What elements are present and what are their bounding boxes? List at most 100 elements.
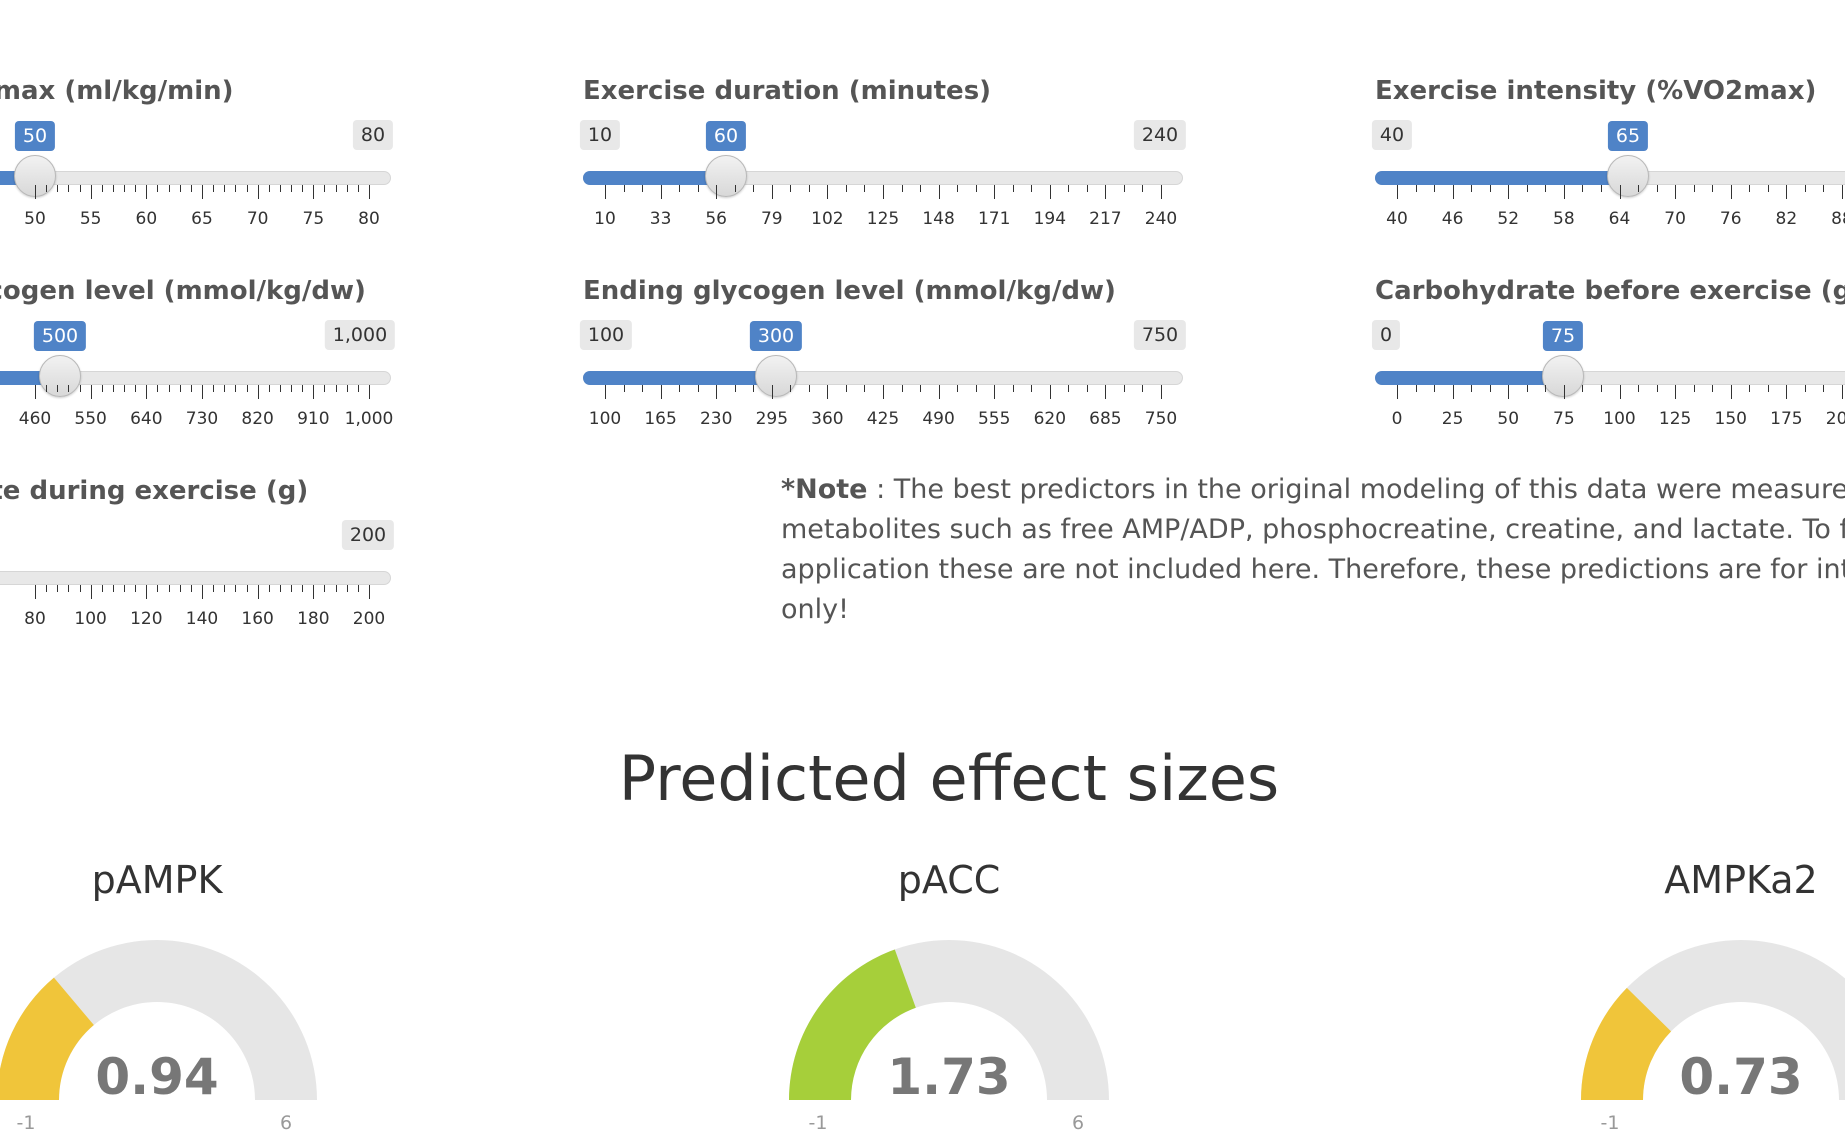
slider-vo2max-ticks-minor-tick [190, 185, 192, 192]
slider-carb-during-ticks-minor-tick [235, 585, 237, 592]
slider-carb-during-max: 200 [341, 520, 395, 550]
slider-intensity-ticks-tick-label: 76 [1719, 209, 1742, 229]
slider-intensity-ticks-minor-tick [1749, 185, 1751, 192]
slider-carb-before-ticks-tick-label: 25 [1441, 409, 1464, 429]
note-line-4: only! [781, 594, 849, 625]
slider-start-glycogen-label: Starting glycogen level (mmol/kg/dw) [0, 276, 366, 306]
gauge-ampka2-value: 0.73 [1679, 1048, 1803, 1106]
slider-carb-before-ticks-tick-label: 175 [1770, 409, 1803, 429]
gauge-pampk-min: -1 [16, 1112, 36, 1134]
slider-start-glycogen-ticks-minor-tick [235, 385, 237, 392]
slider-start-glycogen-track[interactable] [0, 371, 391, 385]
slider-vo2max-ticks-minor-tick [68, 185, 70, 192]
slider-end-glycogen-ticks-minor-tick [790, 385, 792, 392]
slider-carb-before-label: Carbohydrate before exercise (g) [1375, 276, 1845, 306]
slider-carb-during-ticks-minor-tick [279, 585, 281, 592]
slider-intensity-ticks-tick-label: 58 [1553, 209, 1575, 229]
slider-start-glycogen-ticks-minor-tick [302, 385, 304, 392]
slider-duration-ticks-tick-label: 125 [866, 209, 900, 229]
slider-intensity-ticks-tick-label: 40 [1386, 209, 1408, 229]
slider-vo2max-ticks-minor-tick [168, 185, 170, 192]
slider-carb-during-ticks-major-tick [202, 585, 203, 599]
slider-start-glycogen-ticks-major-tick [146, 385, 148, 399]
slider-vo2max-ticks-tick-label: 75 [302, 209, 325, 229]
slider-start-glycogen-ticks-minor-tick [46, 385, 48, 392]
slider-duration-ticks-tick-label: 148 [922, 209, 955, 229]
slider-start-glycogen-ticks-minor-tick [79, 385, 81, 392]
slider-carb-during-track[interactable] [0, 571, 391, 585]
slider-start-glycogen-ticks-tick-label: 910 [297, 409, 330, 429]
slider-vo2max-ticks-minor-tick [79, 185, 81, 192]
slider-carb-during-ticks-minor-tick [46, 585, 48, 592]
slider-end-glycogen-fill [583, 371, 776, 385]
slider-duration-handle[interactable] [705, 155, 747, 197]
slider-vo2max-ticks-major-tick [257, 185, 259, 199]
slider-carb-before-handle[interactable] [1542, 355, 1584, 397]
slider-intensity-min: 40 [1371, 120, 1413, 150]
slider-duration-ticks-tick-label: 10 [594, 209, 616, 229]
slider-start-glycogen-handle[interactable] [39, 355, 81, 397]
slider-vo2max-ticks-minor-tick [112, 185, 114, 192]
slider-intensity-ticks-tick-label: 70 [1664, 209, 1686, 229]
note-line-1: *Note : The best predictors in the origi… [781, 470, 1845, 510]
slider-carb-before-ticks-minor-tick [1656, 385, 1658, 392]
slider-vo2max-ticks-major-tick [35, 185, 36, 199]
slider-carb-during-ticks-minor-tick [168, 585, 170, 592]
slider-end-glycogen-ticks-minor-tick [697, 385, 699, 392]
gauge-pacc-min: -1 [808, 1112, 828, 1134]
slider-vo2max-ticks-major-tick [146, 185, 148, 199]
slider-start-glycogen-ticks-minor-tick [157, 385, 159, 392]
slider-carb-during-ticks-minor-tick [224, 585, 226, 592]
slider-vo2max-ticks-minor-tick [46, 185, 48, 192]
slider-carb-during-ticks-minor-tick [213, 585, 215, 592]
slider-carb-during-ticks-major-tick [257, 585, 259, 599]
slider-duration-ticks-major-tick [660, 185, 662, 199]
slider-vo2max-track[interactable] [0, 171, 391, 185]
slider-duration-ticks-minor-tick [1123, 185, 1125, 192]
slider-end-glycogen-handle[interactable] [755, 355, 797, 397]
slider-carb-during-ticks-minor-tick [324, 585, 326, 592]
slider-intensity-ticks-minor-tick [1823, 185, 1825, 192]
gauge-fill [1581, 987, 1672, 1100]
slider-carb-before-ticks-minor-tick [1804, 385, 1806, 392]
slider-vo2max-ticks-minor-tick [213, 185, 215, 192]
slider-intensity-handle[interactable] [1607, 155, 1649, 197]
slider-intensity-ticks-tick-label: 88 [1831, 209, 1845, 229]
slider-intensity-ticks-major-tick [1675, 185, 1677, 199]
slider-carb-before-ticks-minor-tick [1471, 385, 1473, 392]
slider-duration-ticks-minor-tick [1086, 185, 1088, 192]
slider-intensity-ticks-tick-label: 82 [1775, 209, 1798, 229]
slider-start-glycogen-ticks-tick-label: 730 [185, 409, 219, 429]
slider-end-glycogen-ticks-minor-tick [901, 385, 903, 392]
slider-start-glycogen-ticks-tick-label: 460 [18, 409, 52, 429]
slider-end-glycogen-ticks-minor-tick [808, 385, 810, 392]
slider-carb-during-ticks-minor-tick [268, 585, 270, 592]
slider-carb-during-ticks-minor-tick [101, 585, 103, 592]
slider-end-glycogen-ticks-tick-label: 360 [811, 409, 844, 429]
slider-start-glycogen-ticks-major-tick [202, 385, 203, 399]
slider-vo2max-ticks-minor-tick [224, 185, 226, 192]
slider-duration-ticks-minor-tick [845, 185, 847, 192]
slider-vo2max-ticks-tick-label: 50 [24, 209, 46, 229]
slider-carb-during-ticks-tick-label: 80 [24, 609, 46, 629]
slider-carb-before-ticks-tick-label: 50 [1497, 409, 1520, 429]
slider-end-glycogen-ticks-minor-tick [623, 385, 625, 392]
slider-end-glycogen-ticks-major-tick [660, 385, 662, 399]
slider-end-glycogen-ticks-minor-tick [975, 385, 977, 392]
gauge-pampk-title: pAMPK [91, 858, 223, 902]
slider-carb-during-ticks-minor-tick [179, 585, 181, 592]
slider-duration-ticks-tick-label: 194 [1033, 209, 1067, 229]
slider-carb-before-ticks-minor-tick [1600, 385, 1602, 392]
slider-carb-before-ticks-tick-label: 125 [1658, 409, 1692, 429]
slider-end-glycogen-ticks-tick-label: 750 [1144, 409, 1178, 429]
slider-carb-during-ticks-minor-tick [302, 585, 304, 592]
gauge-fill [789, 949, 916, 1100]
slider-end-glycogen-ticks-minor-tick [864, 385, 866, 392]
slider-carb-during-ticks-minor-tick [57, 585, 59, 592]
slider-start-glycogen-ticks-minor-tick [57, 385, 59, 392]
slider-duration-ticks-minor-tick [920, 185, 922, 192]
slider-start-glycogen-ticks-minor-tick [213, 385, 215, 392]
slider-duration-ticks-minor-tick [1031, 185, 1033, 192]
slider-carb-during-ticks-minor-tick [157, 585, 159, 592]
slider-duration-label: Exercise duration (minutes) [583, 76, 992, 106]
